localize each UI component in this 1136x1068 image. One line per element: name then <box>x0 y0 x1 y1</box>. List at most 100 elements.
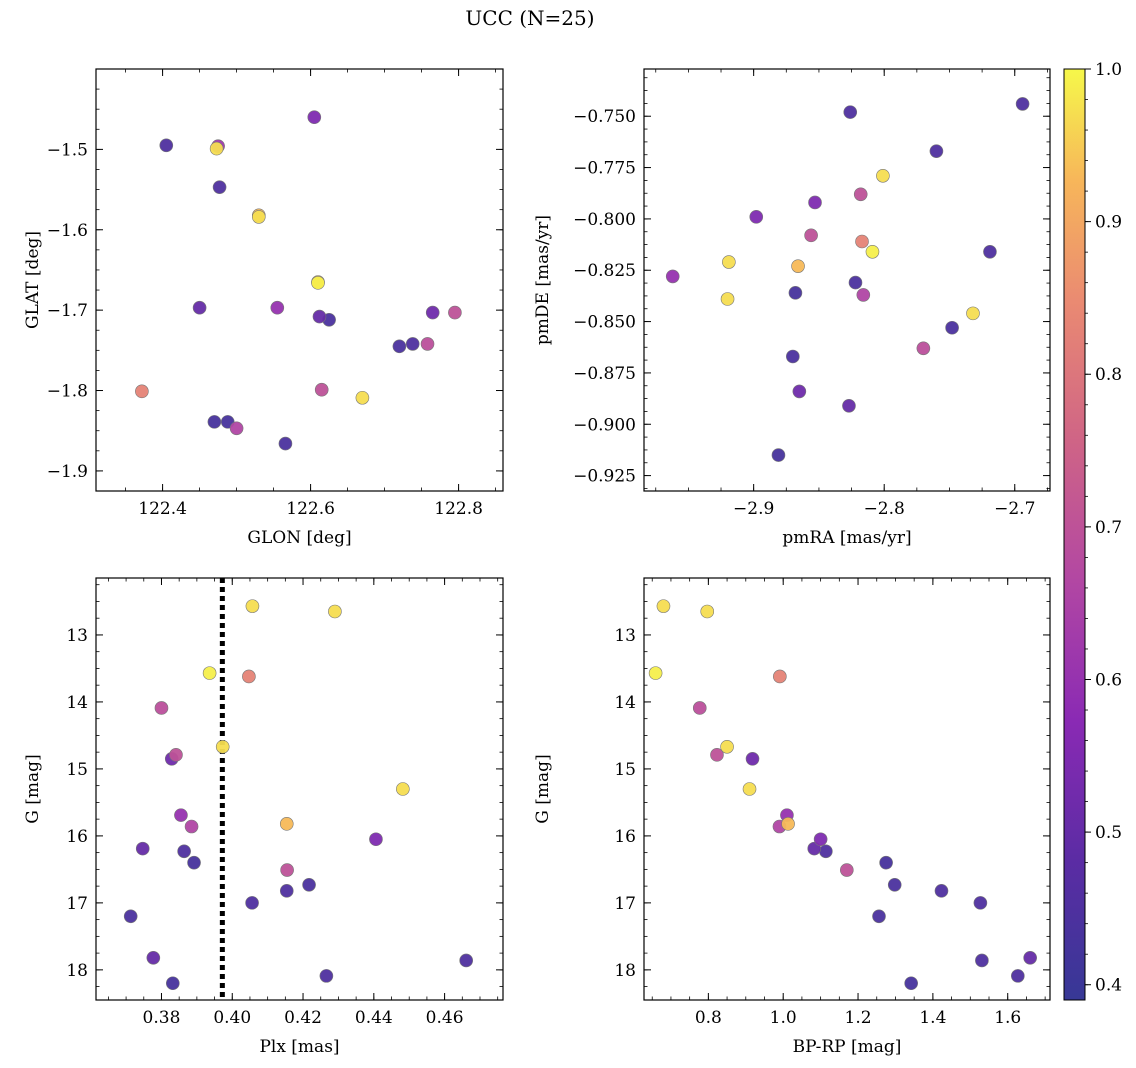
scatter-point <box>700 604 715 619</box>
scatter-point <box>169 748 183 762</box>
scatter-point <box>929 144 944 158</box>
scatter-point <box>808 195 822 210</box>
y-tick-label: 13 <box>66 626 88 646</box>
scatter-point <box>184 819 199 834</box>
scatter-point <box>307 110 322 125</box>
x-tick-label: 1.4 <box>919 1008 946 1028</box>
scatter-point <box>773 669 787 684</box>
scatter-point <box>154 701 169 715</box>
y-tick-label: −1.8 <box>47 382 88 402</box>
scatter-point <box>174 808 188 822</box>
scatter-point <box>251 210 266 224</box>
scatter-point <box>209 141 224 156</box>
x-tick-label: 0.40 <box>213 1008 251 1028</box>
scatter-point <box>792 384 807 399</box>
scatter-point <box>245 599 260 613</box>
scatter-point <box>159 138 174 153</box>
scatter-point <box>876 168 890 183</box>
scatter-point <box>212 180 227 194</box>
colorbar-tick-label: 1.0 <box>1095 60 1122 80</box>
x-tick-label: 0.38 <box>143 1008 181 1028</box>
colorbar-tick-label: 0.6 <box>1095 670 1122 690</box>
colorbar-gradient <box>1063 68 1086 1001</box>
scatter-point <box>749 210 764 224</box>
scatter-point <box>720 739 734 754</box>
y-tick-label: 18 <box>614 961 636 981</box>
y-tick-label: −1.9 <box>47 462 88 482</box>
scatter-point <box>934 884 949 898</box>
panel-glon_glat: 122.4 122.6 122.8 −1.5 −1.6 −1.7 −1.8 −1.9 GLON … <box>23 68 504 548</box>
x-tick-label: 122.6 <box>286 499 335 519</box>
y-tick-label: 14 <box>66 693 88 713</box>
scatter-point <box>459 953 473 968</box>
scatter-point <box>656 599 671 613</box>
scatter-point <box>135 384 149 399</box>
scatter-point <box>396 782 410 796</box>
scatter-point <box>648 666 663 680</box>
scatter-point <box>855 234 869 249</box>
scatter-point <box>279 817 294 831</box>
scatter-point <box>879 855 893 870</box>
scatter-point <box>355 390 370 405</box>
y-tick-label: −1.7 <box>47 301 88 321</box>
scatter-point <box>692 701 707 715</box>
figure-title: UCC (N=25) <box>465 6 595 30</box>
scatter-point <box>1023 950 1037 965</box>
y-tick-label: −0.750 <box>573 107 636 127</box>
scatter-point <box>177 844 191 859</box>
scatter-point <box>973 896 988 910</box>
x-axis-label: Plx [mas] <box>259 1037 339 1057</box>
colorbar-tick-label: 0.9 <box>1095 213 1122 233</box>
scatter-point <box>279 884 294 898</box>
scatter-point <box>710 748 724 762</box>
x-tick-label: 0.8 <box>695 1008 722 1028</box>
x-tick-label: 1.0 <box>770 1008 797 1028</box>
axes-frame <box>643 68 1051 492</box>
x-tick-label: 0.42 <box>284 1008 322 1028</box>
scatter-point <box>887 877 902 892</box>
x-tick-label: 122.8 <box>434 499 483 519</box>
y-axis-label: GLAT [deg] <box>23 231 43 329</box>
y-tick-label: 15 <box>66 760 88 780</box>
x-tick-label: 1.2 <box>845 1008 872 1028</box>
scatter-point <box>781 817 795 831</box>
scatter-point <box>840 863 854 877</box>
y-axis-label: pmDE [mas/yr] <box>533 215 553 345</box>
scatter-point <box>187 855 201 870</box>
x-tick-label: 122.4 <box>138 499 187 519</box>
x-tick-label: −2.8 <box>864 499 905 519</box>
y-tick-label: −0.925 <box>573 467 636 487</box>
scatter-point <box>207 415 222 429</box>
scatter-point <box>405 337 420 351</box>
scatter-point <box>804 228 818 243</box>
scatter-point <box>420 337 435 351</box>
scatter-point <box>245 896 259 910</box>
colorbar-tick-label: 0.8 <box>1095 365 1122 385</box>
colorbar-tick-label: 0.7 <box>1095 518 1122 538</box>
scatter-point <box>966 306 980 321</box>
y-tick-label: 13 <box>614 626 636 646</box>
scatter-point <box>1015 97 1030 111</box>
y-tick-label: −0.800 <box>573 210 636 230</box>
scatter-point <box>872 909 886 924</box>
axes-frame <box>643 577 1051 1001</box>
scatter-point <box>202 666 217 680</box>
scatter-point <box>813 832 828 847</box>
x-axis-label: GLON [deg] <box>247 528 351 548</box>
panel-bprp_g: 0.8 1.0 1.2 1.4 1.6 13 14 15 16 17 18 BP-RP [mag] G … <box>533 577 1051 1057</box>
scatter-point <box>146 950 161 965</box>
x-axis-label: BP-RP [mag] <box>793 1037 902 1057</box>
scatter-point <box>448 305 462 320</box>
scatter-point <box>270 300 285 315</box>
y-tick-label: −0.900 <box>573 415 636 435</box>
x-tick-label: 0.46 <box>426 1008 464 1028</box>
scatter-point <box>791 259 805 273</box>
scatter-point <box>229 421 244 436</box>
y-tick-label: 14 <box>614 693 636 713</box>
x-tick-label: 0.44 <box>355 1008 393 1028</box>
scatter-point <box>983 244 997 259</box>
axes-frame <box>95 577 504 1001</box>
scatter-point <box>311 276 325 290</box>
x-axis-label: pmRA [mas/yr] <box>782 528 911 548</box>
